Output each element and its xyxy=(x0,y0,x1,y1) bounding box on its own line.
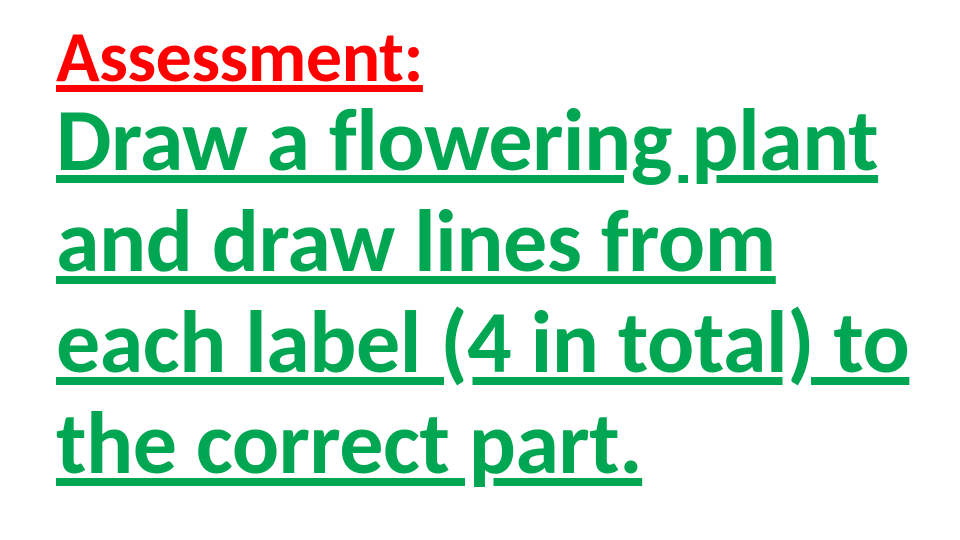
assessment-heading: Assessment: xyxy=(56,20,920,96)
slide-container: Assessment: Draw a flowering plant and d… xyxy=(0,0,960,540)
assessment-body: Draw a flowering plant and draw lines fr… xyxy=(56,90,920,495)
